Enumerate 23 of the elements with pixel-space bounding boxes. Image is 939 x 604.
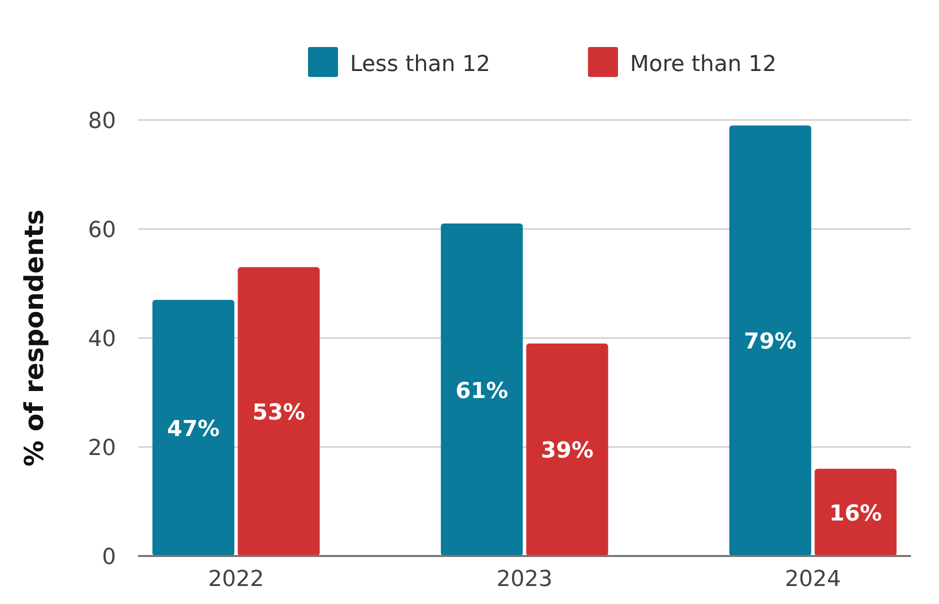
bar	[526, 343, 608, 556]
data-label: 39%	[540, 438, 594, 464]
data-label: 61%	[455, 378, 508, 404]
y-tick-label: 20	[88, 436, 116, 461]
y-tick-label: 40	[88, 327, 116, 352]
x-tick-label: 2024	[784, 567, 841, 592]
data-label: 47%	[167, 416, 220, 442]
data-label: 79%	[744, 330, 797, 355]
x-tick-label: 2023	[496, 567, 552, 592]
bar	[729, 125, 812, 556]
y-tick-label: 0	[102, 545, 116, 570]
legend-label: More than 12	[630, 52, 777, 77]
bar	[814, 468, 897, 556]
legend-label: Less than 12	[350, 52, 490, 77]
data-label: 16%	[829, 501, 882, 526]
y-tick-label: 60	[88, 218, 116, 243]
data-label: 53%	[252, 400, 306, 426]
y-tick-label: 80	[88, 109, 116, 134]
bar	[440, 224, 523, 556]
y-axis-title: % of respondents	[20, 210, 50, 466]
bar	[152, 300, 234, 556]
x-tick-label: 2022	[208, 567, 264, 592]
bar	[238, 267, 320, 556]
